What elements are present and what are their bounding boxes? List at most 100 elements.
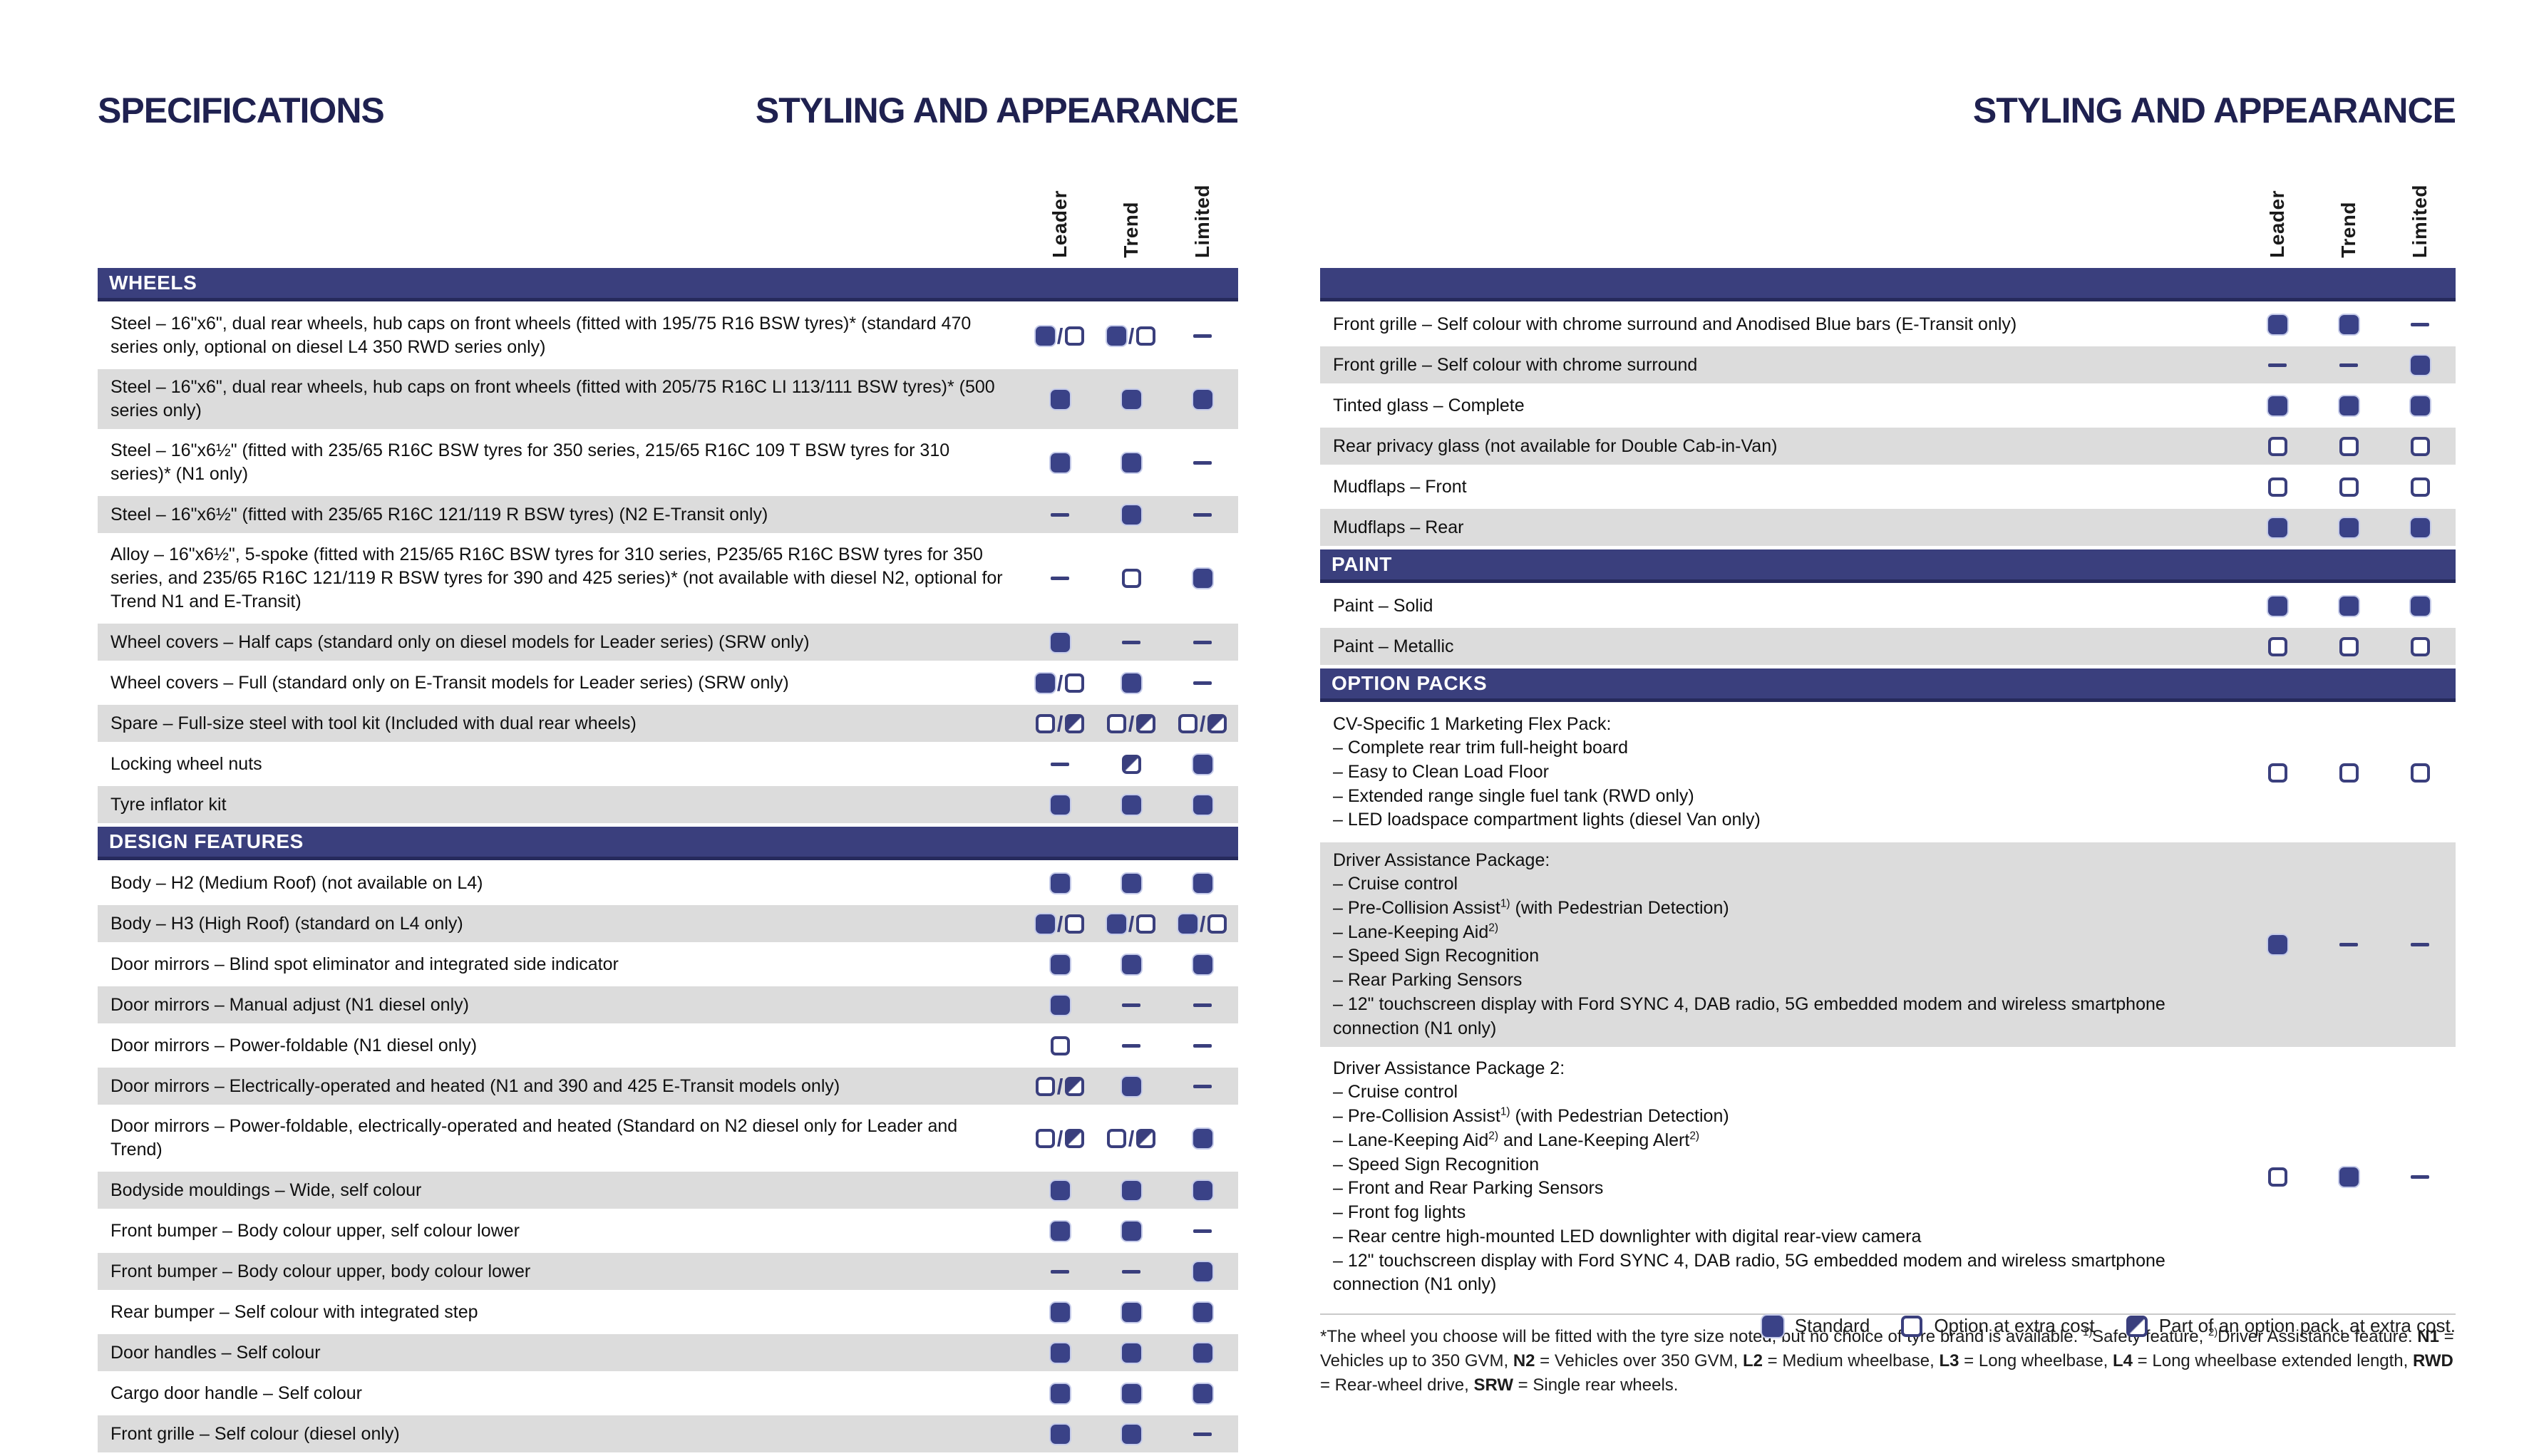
column-label: Leader (1049, 190, 1071, 258)
legend-item-standard: Standard (1761, 1315, 1870, 1337)
option-icon (1065, 914, 1085, 934)
availability-value (1193, 1343, 1212, 1363)
availability-value (1050, 995, 1070, 1015)
column-header-limited: Limited (1167, 141, 1238, 268)
column-label: Trend (2337, 202, 2359, 258)
feature-label: Front bumper – Body colour upper, body c… (98, 1254, 1024, 1290)
standard-icon (2339, 596, 2359, 616)
feature-subitem: – Front fog lights (1333, 1202, 1466, 1222)
availability-cell-leader (2242, 363, 2313, 367)
availability-cell-trend: / (1096, 325, 1167, 347)
availability-cell-leader (2242, 396, 2313, 415)
availability-cell-trend (1096, 1221, 1167, 1241)
left-page-title: STYLING AND APPEARANCE (755, 91, 1239, 130)
availability-value (1193, 795, 1212, 815)
left-page-titlebar: SPECIFICATIONS STYLING AND APPEARANCE (98, 91, 1239, 141)
standard-icon (2267, 935, 2287, 955)
feature-title: Tinted glass – Complete (1333, 395, 1525, 415)
table-row: Front bumper – Body colour upper, self c… (98, 1212, 1238, 1249)
table-row: Steel – 16"x6½" (fitted with 235/65 R16C… (98, 433, 1238, 492)
table-row: Paint – Solid (1320, 587, 2456, 624)
standard-icon (1761, 1315, 1783, 1337)
option-pack-icon (2126, 1315, 2148, 1337)
option-icon (1106, 1128, 1126, 1148)
availability-value (2411, 943, 2429, 947)
availability-value (1193, 1180, 1212, 1200)
feature-subitem: – Pre-Collision Assist1) (with Pedestria… (1333, 897, 1729, 918)
table-row: Steel – 16"x6½" (fitted with 235/65 R16C… (98, 496, 1238, 533)
standard-icon (1121, 1221, 1141, 1241)
not-available-dash (2339, 363, 2358, 367)
option-icon (2267, 763, 2287, 783)
footnote-segment: L3 (1939, 1351, 1959, 1371)
table-row: Door mirrors – Power-foldable, electrica… (98, 1108, 1238, 1168)
availability-cell-trend (1096, 873, 1167, 893)
standard-icon (1121, 954, 1141, 974)
feature-subitem: – Extended range single fuel tank (RWD o… (1333, 785, 1694, 806)
availability-cell-leader (1024, 873, 1096, 893)
availability-value (1122, 640, 1140, 644)
footnote-segment: Driver Assistance feature. (2218, 1327, 2418, 1346)
page-eyebrow: SPECIFICATIONS (98, 91, 385, 130)
availability-cell-limited (1167, 460, 1238, 465)
standard-icon (2267, 517, 2287, 537)
feature-label: Mudflaps – Rear (1320, 510, 2242, 546)
availability-cell-trend (1096, 954, 1167, 974)
availability-cell-limited: / (1167, 913, 1238, 935)
option-icon (1106, 713, 1126, 733)
option-pack-icon (1065, 1128, 1085, 1148)
column-label: Leader (2266, 190, 2288, 258)
availability-value (1121, 1383, 1141, 1403)
not-available-dash (1193, 640, 1212, 644)
availability-value (2267, 1167, 2287, 1187)
feature-subitem: – Front and Rear Parking Sensors (1333, 1178, 1604, 1199)
availability-cell-trend (2313, 1167, 2384, 1187)
feature-subitem: – Complete rear trim full-height board (1333, 738, 1629, 758)
not-available-dash (1051, 762, 1069, 766)
availability-cell-trend (1096, 640, 1167, 644)
feature-title: Steel – 16"x6½" (fitted with 235/65 R16C… (110, 504, 768, 525)
option-icon (2410, 636, 2430, 656)
table-row: Front bumper – Body colour upper, body c… (98, 1253, 1238, 1290)
standard-icon (1050, 1383, 1070, 1403)
availability-value: / (1178, 913, 1227, 935)
feature-label: Paint – Metallic (1320, 629, 2242, 665)
standard-icon (1193, 1343, 1212, 1363)
standard-icon (1193, 569, 1212, 588)
availability-value (1193, 640, 1212, 644)
standard-icon (1193, 795, 1212, 815)
column-header-leader: Leader (2242, 141, 2313, 268)
feature-subitem: – Lane-Keeping Aid2) and Lane-Keeping Al… (1333, 1130, 1700, 1150)
availability-cell-leader (1024, 995, 1096, 1015)
availability-cell-leader (1024, 1383, 1096, 1403)
standard-icon (2267, 396, 2287, 415)
availability-value (2339, 314, 2359, 334)
availability-value (2267, 636, 2287, 656)
availability-value: / (1035, 913, 1085, 935)
not-available-dash (1193, 1003, 1212, 1007)
standard-icon (1050, 795, 1070, 815)
availability-value (1050, 1180, 1070, 1200)
availability-cell-trend (2313, 763, 2384, 783)
availability-cell-trend (2313, 436, 2384, 456)
not-available-dash (1193, 1043, 1212, 1048)
availability-cell-leader (1024, 1036, 1096, 1055)
table-row: Locking wheel nuts (98, 745, 1238, 783)
availability-cell-trend: / (1096, 713, 1167, 735)
availability-cell-limited (2384, 355, 2456, 375)
section-title: WHEELS (109, 272, 197, 294)
column-label: Limited (2409, 184, 2431, 258)
availability-cell-limited (1167, 1229, 1238, 1233)
feature-title: Wheel covers – Half caps (standard only … (110, 631, 810, 652)
standard-icon (2410, 355, 2430, 375)
availability-cell-trend (1096, 453, 1167, 473)
standard-icon (1050, 632, 1070, 652)
feature-label: Steel – 16"x6½" (fitted with 235/65 R16C… (98, 497, 1024, 533)
availability-value (1122, 1043, 1140, 1048)
standard-icon (1050, 1302, 1070, 1322)
table-row: Alloy – 16"x6½", 5-spoke (fitted with 21… (98, 537, 1238, 620)
not-available-dash (2339, 943, 2358, 947)
availability-cell-leader (1024, 1180, 1096, 1200)
footnote-segment: Safety feature, (2092, 1327, 2208, 1346)
slash-separator: / (1128, 711, 1135, 736)
